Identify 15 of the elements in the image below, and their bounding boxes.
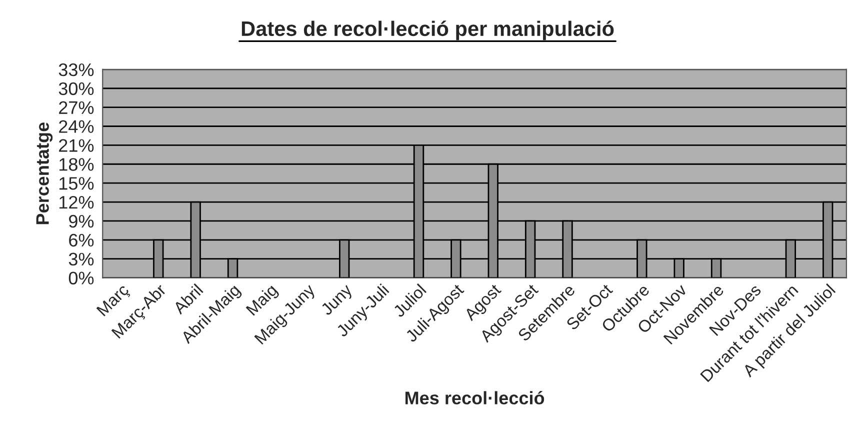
y-tick-label: 3% — [68, 252, 94, 266]
y-tick-label: 33% — [58, 63, 94, 76]
y-tick-label: 18% — [60, 158, 94, 171]
y-tick-label: 9% — [69, 214, 94, 228]
y-tick-label: 15% — [60, 177, 94, 190]
y-tick-label: 24% — [59, 120, 94, 133]
y-tick-label: 0% — [68, 272, 94, 284]
y-tick-label: 6% — [69, 234, 94, 247]
y-axis-title: Percentatge — [36, 122, 53, 224]
y-tick-label: 21% — [59, 139, 94, 152]
y-tick-label: 12% — [60, 196, 94, 209]
x-axis-title: Mes recol·lecció — [405, 390, 544, 404]
y-tick-label: 30% — [58, 82, 94, 96]
y-tick-label: 27% — [59, 101, 94, 114]
chart-title: Dates de recol·lecció per manipulació — [242, 20, 614, 40]
